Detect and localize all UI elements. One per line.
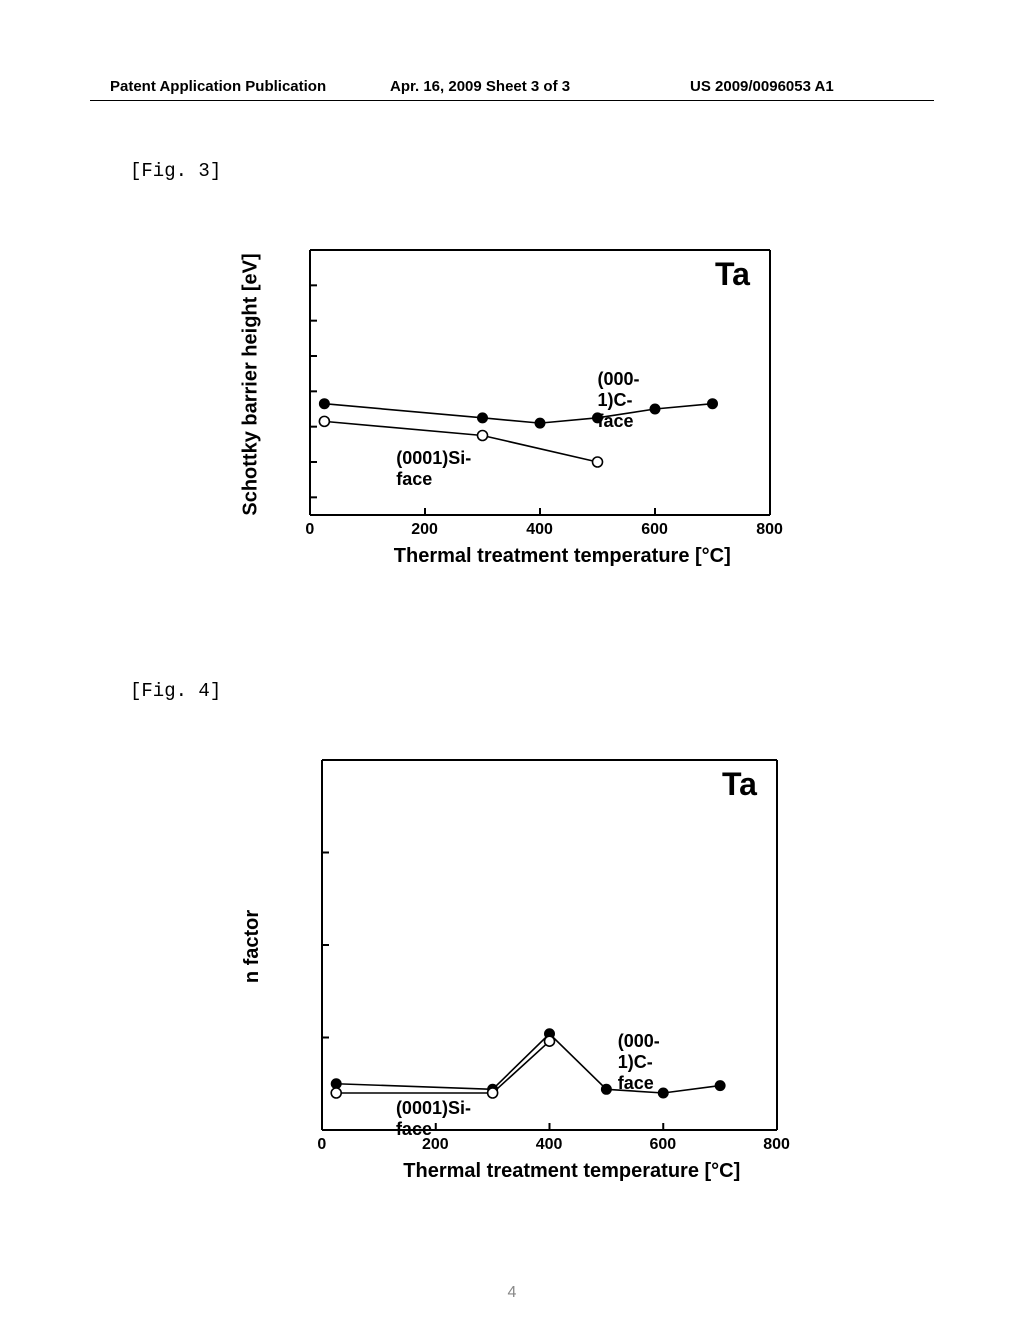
series-annotation: (0001)Si-face — [396, 1098, 471, 1140]
xtick-label: 800 — [756, 521, 783, 539]
xtick-label: 200 — [411, 521, 438, 539]
xtick-label: 400 — [536, 1136, 563, 1154]
xtick-label: 0 — [305, 521, 314, 539]
header-right: US 2009/0096053 A1 — [690, 78, 834, 95]
xtick-label: 600 — [649, 1136, 676, 1154]
series-annotation: (0001)Si-face — [396, 448, 471, 490]
xtick-label: 400 — [526, 521, 553, 539]
fig3-label: [Fig. 3] — [130, 160, 221, 182]
page-number: 4 — [0, 1284, 1024, 1302]
fig4-label: [Fig. 4] — [130, 680, 221, 702]
series-annotation: (000-1)C-face — [618, 1031, 660, 1094]
xtick-label: 600 — [641, 521, 668, 539]
header-left: Patent Application Publication — [110, 78, 326, 95]
series-annotation: (000-1)C-face — [598, 369, 640, 432]
x-axis-label: Thermal treatment temperature [°C] — [403, 1160, 740, 1183]
xtick-label: 0 — [317, 1136, 326, 1154]
x-axis-label: Thermal treatment temperature [°C] — [394, 545, 731, 568]
header-mid: Apr. 16, 2009 Sheet 3 of 3 — [390, 78, 570, 95]
material-label: Ta — [715, 256, 750, 293]
y-axis-label: n factor — [242, 910, 265, 983]
header-rule — [90, 100, 934, 101]
y-axis-label: Schottky barrier height [eV] — [240, 253, 263, 515]
material-label: Ta — [722, 766, 757, 803]
xtick-label: 800 — [763, 1136, 790, 1154]
